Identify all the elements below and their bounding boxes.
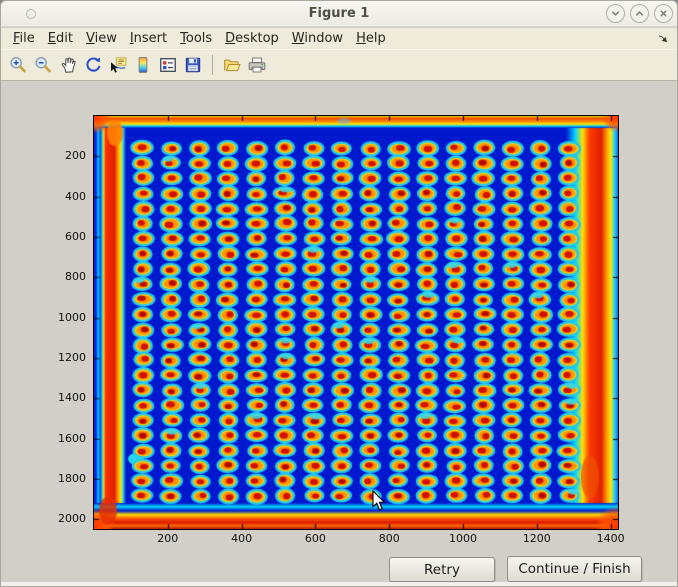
x-tick-label: 800 xyxy=(378,532,400,545)
menu-item-window[interactable]: Window xyxy=(291,31,344,46)
print-button[interactable] xyxy=(246,54,268,76)
plot-axes xyxy=(93,115,619,530)
pan-icon xyxy=(61,57,76,73)
menu-item-desktop[interactable]: Desktop xyxy=(225,31,279,46)
menu-bar: File Edit View Insert Tools Desktop Window Help xyxy=(1,28,677,49)
y-tick-label: 1000 xyxy=(58,310,86,324)
window-controls xyxy=(606,4,673,23)
menu-item-file[interactable]: File xyxy=(13,31,35,46)
chevron-up-icon xyxy=(636,11,643,16)
zoom-out-button[interactable] xyxy=(32,54,54,76)
zoom-in-icon xyxy=(10,57,26,73)
minimize-button[interactable] xyxy=(606,4,625,23)
pan-button[interactable] xyxy=(57,54,79,76)
menu-items: File Edit View Insert Tools Desktop Window Help xyxy=(13,31,399,46)
legend-icon xyxy=(160,58,176,72)
retry-button[interactable]: Retry xyxy=(389,557,495,582)
zoom-in-button[interactable] xyxy=(7,54,29,76)
maximize-button[interactable] xyxy=(630,4,649,23)
menu-item-edit[interactable]: Edit xyxy=(47,31,73,46)
colorbar-button[interactable] xyxy=(132,54,154,76)
figure-canvas: Retry Continue / Finish 200 400 600 800 1000… xyxy=(1,82,677,586)
open-icon xyxy=(224,59,241,72)
y-tick-label: 800 xyxy=(65,270,86,284)
y-tick-label: 1800 xyxy=(58,471,86,485)
open-button[interactable] xyxy=(221,54,243,76)
title-bar: Figure 1 xyxy=(1,1,677,27)
rotate-3d-icon xyxy=(86,57,101,72)
save-button[interactable] xyxy=(182,54,204,76)
window-menu-icon[interactable] xyxy=(26,9,36,19)
dock-figure-icon[interactable] xyxy=(657,32,669,44)
x-tick-label: 1000 xyxy=(449,532,477,545)
y-tick-label: 400 xyxy=(65,189,86,203)
y-tick-label: 600 xyxy=(65,229,86,243)
figure-toolbar xyxy=(1,49,677,81)
toolbar-separator xyxy=(212,55,213,75)
heatmap-image[interactable] xyxy=(94,116,618,529)
y-tick-label: 1200 xyxy=(58,350,86,364)
x-tick-label: 1200 xyxy=(522,532,551,545)
colorbar-icon xyxy=(138,57,148,73)
y-tick-label: 1600 xyxy=(58,431,86,445)
y-tick-label: 2000 xyxy=(58,512,86,526)
y-tick-label: 1400 xyxy=(58,391,86,405)
window-title: Figure 1 xyxy=(308,6,370,21)
save-icon xyxy=(185,57,201,73)
rotate-3d-button[interactable] xyxy=(82,54,104,76)
x-tick-label: 600 xyxy=(304,532,326,545)
legend-button[interactable] xyxy=(157,54,179,76)
x-tick-label: 400 xyxy=(231,532,253,545)
close-button[interactable] xyxy=(654,4,673,23)
print-icon xyxy=(248,57,266,73)
menu-item-view[interactable]: View xyxy=(85,31,117,46)
zoom-out-icon xyxy=(35,57,51,73)
menu-item-insert[interactable]: Insert xyxy=(129,31,168,46)
menu-item-tools[interactable]: Tools xyxy=(180,31,213,46)
continue-finish-button[interactable]: Continue / Finish xyxy=(507,556,642,582)
window-bottom-edge xyxy=(1,582,677,586)
x-tick-label: 200 xyxy=(157,532,179,545)
close-icon xyxy=(660,10,667,17)
data-cursor-icon xyxy=(111,57,127,73)
x-tick-label: 1400 xyxy=(596,532,625,545)
y-tick-label: 200 xyxy=(65,149,86,163)
chevron-down-icon xyxy=(612,11,619,16)
data-cursor-button[interactable] xyxy=(107,54,129,76)
menu-item-help[interactable]: Help xyxy=(356,31,386,46)
